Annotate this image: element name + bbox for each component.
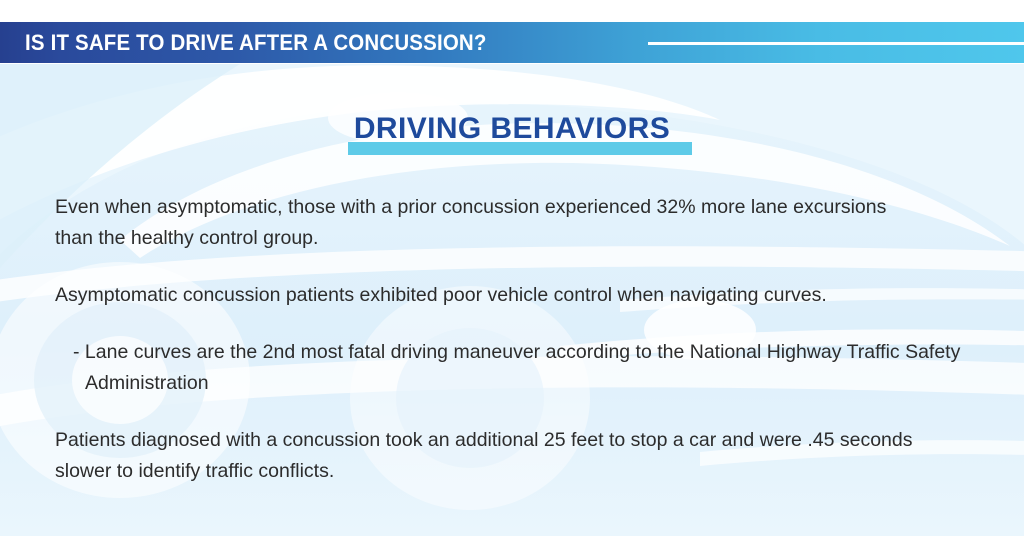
section-heading-label: DRIVING BEHAVIORS xyxy=(353,112,671,145)
body-paragraph-1: Even when asymptomatic, those with a pri… xyxy=(55,196,887,249)
header-rule-icon xyxy=(648,42,1024,45)
page-title: IS IT SAFE TO DRIVE AFTER A CONCUSSION? xyxy=(25,29,487,55)
body-bullet-1: - Lane curves are the 2nd most fatal dri… xyxy=(73,341,961,394)
body-paragraph-2: Asymptomatic concussion patients exhibit… xyxy=(55,284,827,306)
section-heading: DRIVING BEHAVIORS xyxy=(0,112,1024,158)
body-paragraph-3: Patients diagnosed with a concussion too… xyxy=(55,429,913,482)
body-copy: Even when asymptomatic, those with a pri… xyxy=(55,192,975,487)
